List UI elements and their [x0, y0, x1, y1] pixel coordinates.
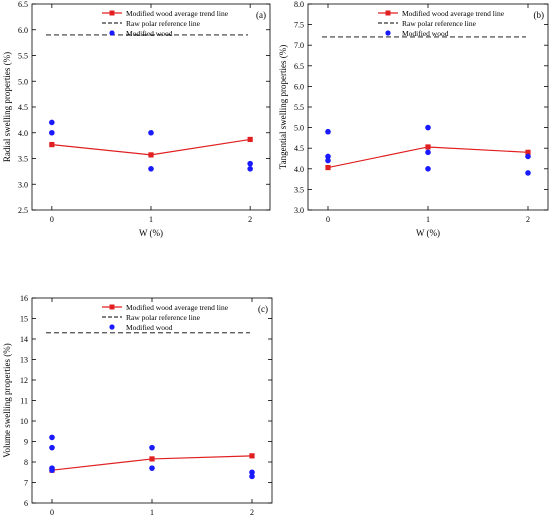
- x-axis-title: W (%): [139, 228, 163, 238]
- data-point: [525, 170, 531, 176]
- legend-point-marker: [109, 30, 115, 36]
- legend-label: Raw polar reference line: [402, 19, 477, 28]
- data-point: [149, 444, 155, 451]
- trend-marker: [425, 144, 431, 150]
- legend-label: Modified wood: [126, 323, 173, 332]
- data-point: [247, 166, 253, 172]
- y-tick-label: 6: [24, 499, 28, 508]
- x-tick-label: 2: [248, 215, 252, 224]
- legend-label: Modified wood average trend line: [126, 9, 229, 18]
- data-point: [49, 129, 55, 136]
- y-tick-label: 3.5: [18, 155, 28, 164]
- legend-label: Modified wood: [402, 29, 449, 38]
- data-point: [49, 444, 55, 451]
- trend-marker: [325, 164, 331, 171]
- y-tick-label: 4.0: [18, 129, 28, 138]
- x-tick-label: 2: [526, 215, 530, 224]
- y-tick-label: 6.0: [18, 26, 28, 35]
- y-tick-label: 2.5: [18, 206, 28, 215]
- y-tick-label: 5.0: [294, 124, 304, 133]
- trend-marker: [149, 456, 155, 462]
- data-point: [249, 469, 255, 476]
- legend-label: Raw polar reference line: [126, 19, 201, 28]
- y-tick-label: 4.5: [18, 103, 28, 112]
- y-tick-label: 3.0: [18, 180, 28, 189]
- trend-marker: [247, 136, 253, 143]
- y-tick-label: 3.0: [294, 206, 304, 215]
- x-tick-label: 2: [250, 508, 254, 517]
- y-tick-label: 12: [20, 376, 28, 385]
- data-point: [247, 160, 253, 167]
- data-point: [49, 467, 55, 474]
- legend-trend-marker: [385, 10, 391, 16]
- trend-marker: [148, 152, 154, 158]
- y-tick-label: 10: [20, 417, 28, 426]
- y-axis-title: Radial swelling properties (%): [2, 52, 12, 162]
- panel-tag: (c): [258, 304, 268, 314]
- data-point: [49, 434, 55, 441]
- y-tick-label: 8.0: [294, 0, 304, 9]
- legend-point-marker: [385, 30, 391, 36]
- y-tick-label: 5.5: [18, 52, 28, 61]
- y-tick-label: 6.5: [294, 62, 304, 71]
- data-point: [525, 153, 531, 160]
- chart-panel-2: 3.0 3.5 4.0 4.5 5.0 5.5 6.0 6.5 7.0 7.5 8.0 0 1 2 W (%…: [278, 0, 549, 238]
- data-point: [425, 149, 431, 156]
- x-tick-label: 0: [50, 508, 54, 517]
- chart-panel-1: 2.5 3.0 3.5 4.0 4.5 5.0 5.5 6.0 6.5 0 1 2 W (%) Radia…: [2, 0, 271, 238]
- x-axis-title: W (%): [416, 228, 440, 238]
- legend-trend-marker: [109, 304, 115, 310]
- y-axis-title: Volume swelling properties (%): [2, 343, 12, 458]
- data-point: [148, 166, 154, 172]
- legend-trend-marker: [109, 10, 115, 16]
- data-point: [148, 129, 154, 136]
- x-tick-label: 1: [149, 215, 153, 224]
- y-tick-label: 13: [20, 356, 28, 365]
- x-tick-label: 1: [426, 215, 430, 224]
- y-tick-label: 5.5: [294, 103, 304, 112]
- data-point: [425, 166, 431, 172]
- legend-label: Raw polar reference line: [126, 313, 201, 322]
- x-tick-label: 0: [326, 215, 330, 224]
- y-tick-label: 15: [20, 315, 28, 324]
- legend-label: Modified wood average trend line: [126, 303, 229, 312]
- trend-marker: [525, 149, 531, 155]
- trend-marker: [49, 141, 55, 148]
- legend-label: Modified wood: [126, 29, 173, 38]
- chart-panel-3: 678910111213141516012W (%)Volume swellin…: [2, 294, 273, 522]
- y-tick-label: 6.5: [18, 0, 28, 9]
- x-tick-label: 0: [50, 215, 54, 224]
- y-tick-label: 14: [20, 335, 28, 344]
- legend-point-marker: [109, 324, 115, 330]
- panel-tag: (a): [256, 10, 266, 20]
- y-tick-label: 3.5: [294, 185, 304, 194]
- data-point: [149, 465, 155, 471]
- data-point: [49, 119, 55, 126]
- y-tick-label: 6.0: [294, 82, 304, 91]
- y-tick-label: 7.0: [294, 41, 304, 50]
- x-tick-label: 1: [150, 508, 154, 517]
- data-point: [425, 124, 431, 131]
- y-tick-label: 7.5: [294, 21, 304, 30]
- data-point: [249, 473, 255, 480]
- y-tick-label: 8: [24, 458, 28, 467]
- y-tick-label: 16: [20, 294, 28, 303]
- y-tick-label: 5.0: [18, 77, 28, 86]
- y-tick-label: 7: [24, 479, 28, 488]
- data-point: [325, 153, 331, 160]
- y-tick-label: 4.5: [294, 144, 304, 153]
- data-point: [325, 157, 331, 164]
- panel-tag: (b): [534, 10, 545, 20]
- y-axis-title: Tangential swelling properties (%): [278, 45, 288, 170]
- trend-marker: [249, 453, 255, 459]
- y-tick-label: 11: [20, 397, 28, 406]
- data-point: [325, 128, 331, 135]
- legend-label: Modified wood average trend line: [402, 9, 505, 18]
- y-tick-label: 4.0: [294, 165, 304, 174]
- y-tick-label: 9: [24, 438, 28, 447]
